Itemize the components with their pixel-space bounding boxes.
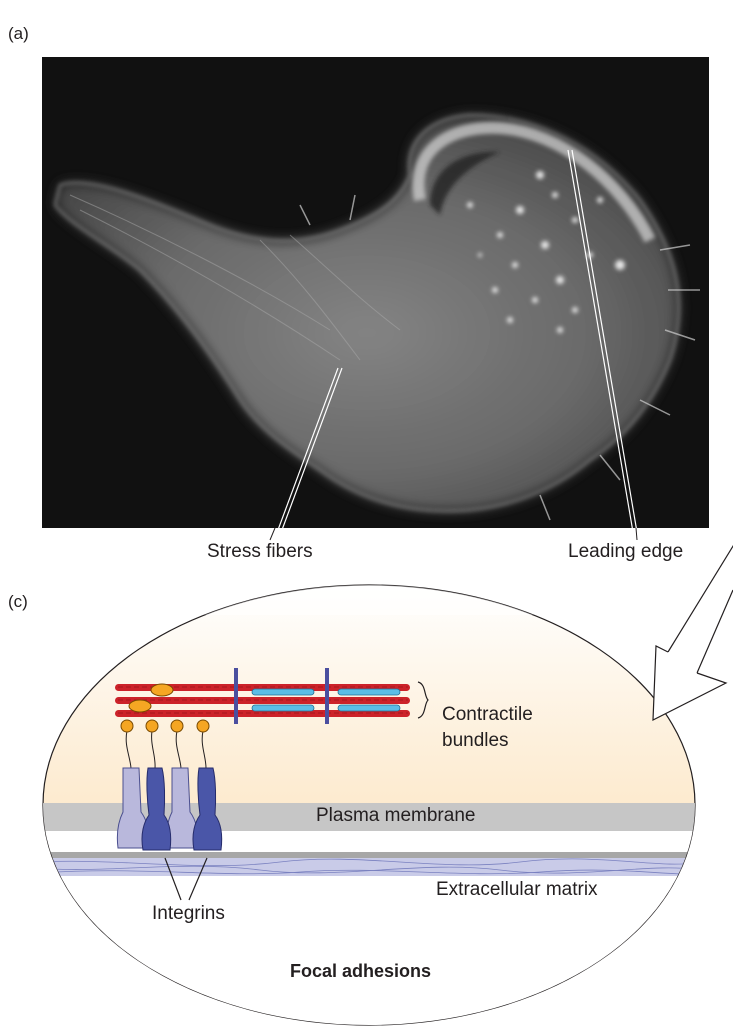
contractile-label-line1: Contractile: [442, 704, 533, 725]
panel-a-label: (a): [8, 24, 29, 43]
ecm-top-line: [43, 852, 695, 858]
stress-leader: [269, 527, 276, 541]
ecm-band: [43, 858, 695, 876]
leading-edge-label: Leading edge: [568, 541, 684, 562]
integrin-pointer-2: [188, 857, 208, 901]
plasma-membrane-label: Plasma membrane: [316, 805, 476, 826]
panel-c-label: (c): [8, 592, 28, 611]
bundle-bracket: [417, 681, 429, 719]
integrins-label: Integrins: [152, 903, 225, 924]
micrograph: [42, 57, 709, 539]
integrin-pointer-1: [164, 857, 182, 901]
focal-adhesion-diagram: [42, 584, 696, 1026]
contractile-label-line2: bundles: [442, 730, 509, 751]
leading-leader: [635, 527, 638, 541]
extracellular-matrix-label: Extracellular matrix: [436, 879, 598, 900]
contractile-bundles: [115, 668, 410, 724]
integrins-group: [116, 719, 223, 851]
focal-adhesions-title: Focal adhesions: [290, 961, 432, 981]
magnify-arrow: [652, 544, 733, 721]
stress-fibers-label: Stress fibers: [207, 541, 313, 562]
